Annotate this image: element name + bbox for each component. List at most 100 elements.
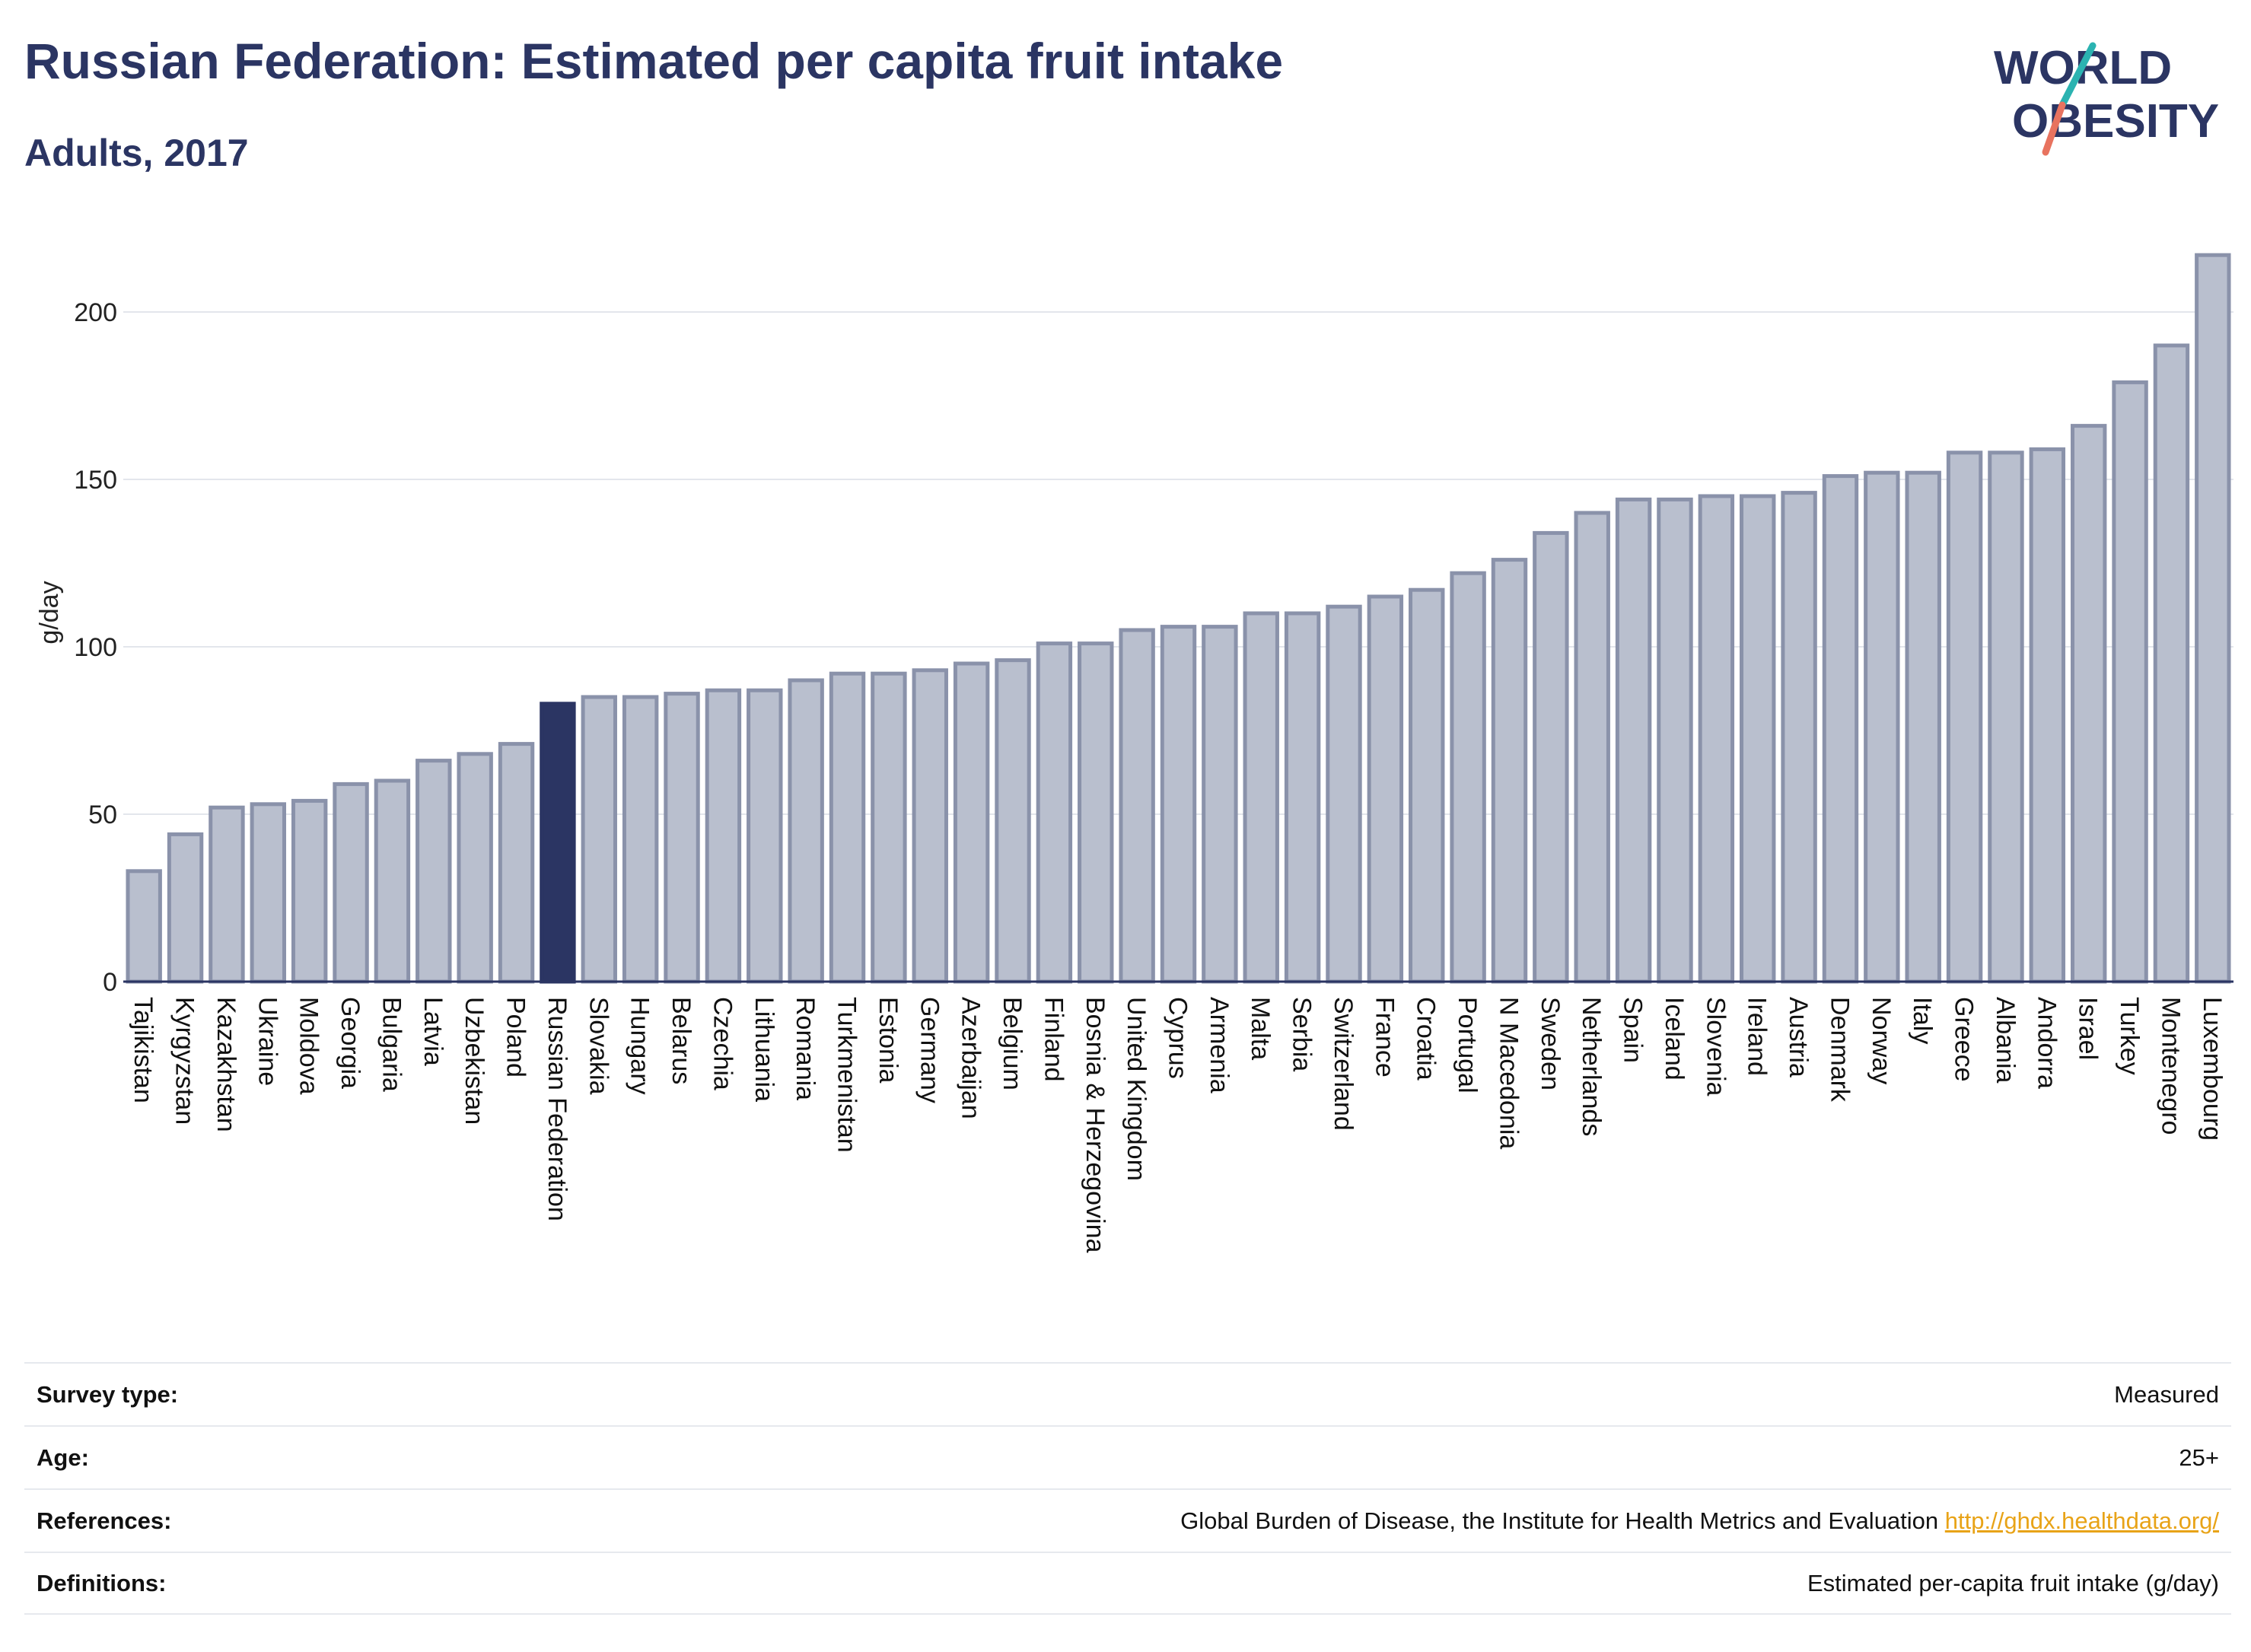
x-tick-label: Tajikistan	[129, 997, 158, 1103]
info-value: 25+	[2179, 1444, 2219, 1471]
x-tick-label: Estonia	[874, 997, 903, 1083]
bar	[209, 805, 245, 984]
logo-slash-teal	[2058, 42, 2097, 109]
info-value: Estimated per-capita fruit intake (g/day…	[1807, 1569, 2219, 1596]
x-tick-label: Uzbekistan	[460, 997, 489, 1125]
x-tick-label: Slovakia	[584, 997, 613, 1095]
bar	[540, 702, 576, 984]
x-tick-label: Turkmenistan	[833, 997, 861, 1153]
y-tick-label: 50	[88, 801, 117, 829]
x-tick-label: Moldova	[295, 997, 323, 1095]
x-tick-label: Italy	[1908, 997, 1937, 1044]
info-label: Survey type:	[37, 1380, 179, 1408]
bar-chart: 0 50 100 150 200 g/day Tajikistan Kyrgyzstan Kaz…	[35, 253, 2233, 1253]
x-tick-label: Montenegro	[2156, 997, 2185, 1135]
bar	[705, 688, 742, 984]
bar	[2112, 380, 2148, 984]
bar	[2029, 447, 2066, 984]
bar	[1450, 571, 1486, 984]
bar	[953, 661, 990, 984]
x-tick-label: United Kingdom	[1122, 997, 1151, 1181]
bar	[871, 671, 907, 984]
bar	[1160, 625, 1197, 984]
x-tick-label: Spain	[1619, 997, 1648, 1063]
x-tick-label: Kazakhstan	[212, 997, 240, 1132]
bar	[1243, 611, 1279, 984]
info-row-survey-type: Survey type: Measured	[24, 1362, 2231, 1425]
bar	[498, 742, 535, 984]
bar	[1905, 470, 1941, 984]
x-tick-label: Lithuania	[750, 997, 778, 1102]
info-value: Measured	[2114, 1380, 2219, 1408]
x-tick-label: Belarus	[667, 997, 696, 1084]
info-row-definitions: Definitions: Estimated per-capita fruit …	[24, 1552, 2231, 1615]
x-tick-label: Germany	[915, 997, 944, 1103]
bar	[1657, 497, 1693, 984]
x-tick-label: Norway	[1867, 997, 1896, 1084]
bar	[1988, 450, 2024, 984]
y-tick-label: 200	[74, 298, 117, 327]
x-tick-label: Croatia	[1412, 997, 1441, 1081]
x-tick-label: Bosnia & Herzegovina	[1081, 997, 1110, 1253]
info-table: Survey type: Measured Age: 25+ Reference…	[24, 1362, 2231, 1615]
bar	[1078, 641, 1114, 984]
bar	[415, 759, 452, 984]
bar	[1036, 641, 1073, 984]
y-axis-label: g/day	[35, 581, 64, 644]
bar	[167, 832, 204, 984]
x-tick-label: Czechia	[708, 997, 737, 1090]
page-title: Russian Federation: Estimated per capita…	[24, 33, 1284, 89]
info-label: Definitions:	[37, 1569, 167, 1596]
x-tick-label: Bulgaria	[377, 997, 406, 1092]
x-tick-label: Netherlands	[1577, 997, 1606, 1136]
x-tick-label: Iceland	[1660, 997, 1689, 1081]
bar	[1202, 625, 1238, 984]
bar	[1491, 558, 1528, 984]
x-tick-label: Armenia	[1205, 997, 1234, 1093]
reference-text: Global Burden of Disease, the Institute …	[1180, 1507, 1939, 1534]
x-tick-label: Romania	[791, 997, 820, 1100]
x-tick-label: Latvia	[419, 997, 447, 1066]
bar	[1615, 497, 1652, 984]
y-tick-label: 150	[74, 466, 117, 495]
x-tick-label: Austria	[1784, 997, 1813, 1077]
bar	[457, 752, 493, 984]
info-row-references: References: Global Burden of Disease, th…	[24, 1488, 2231, 1552]
info-label: Age:	[37, 1444, 89, 1471]
logo-line2: OBESITY	[2012, 95, 2219, 148]
x-tick-label: Sweden	[1536, 997, 1565, 1090]
x-tick-label: Serbia	[1288, 997, 1317, 1071]
bar	[1822, 474, 1859, 984]
bar	[829, 671, 866, 984]
bar	[1409, 587, 1445, 984]
x-tick-label: Finland	[1039, 997, 1068, 1082]
bar	[250, 802, 287, 984]
y-tick-label: 0	[103, 968, 117, 997]
x-tick-label: Cyprus	[1164, 997, 1192, 1079]
x-tick-label: Poland	[501, 997, 530, 1077]
bar	[912, 668, 948, 984]
reference-link[interactable]: http://ghdx.healthdata.org/	[1944, 1507, 2219, 1534]
x-tick-label: Malta	[1246, 997, 1275, 1060]
x-tick-label: France	[1370, 997, 1399, 1077]
page-subtitle: Adults, 2017	[24, 132, 249, 174]
bar	[2070, 424, 2107, 984]
x-tick-label: Georgia	[336, 997, 365, 1089]
bar	[1946, 450, 1983, 984]
bar	[622, 695, 659, 984]
bar	[581, 695, 617, 984]
bar	[333, 781, 369, 984]
bar	[1367, 594, 1404, 984]
bar	[788, 678, 824, 984]
bar	[664, 692, 700, 984]
x-tick-label: Andorra	[2032, 997, 2061, 1089]
y-tick-label: 100	[74, 633, 117, 662]
bar	[1533, 530, 1569, 984]
bar	[747, 688, 783, 984]
x-tick-label: Denmark	[1825, 997, 1854, 1103]
x-tick-label: Luxembourg	[2198, 997, 2227, 1141]
world-obesity-logo[interactable]: WORLD OBESITY	[1979, 23, 2230, 160]
info-value: Global Burden of Disease, the Institute …	[1180, 1507, 2219, 1535]
x-tick-label: Turkey	[2115, 997, 2144, 1075]
bar	[1284, 611, 1321, 984]
